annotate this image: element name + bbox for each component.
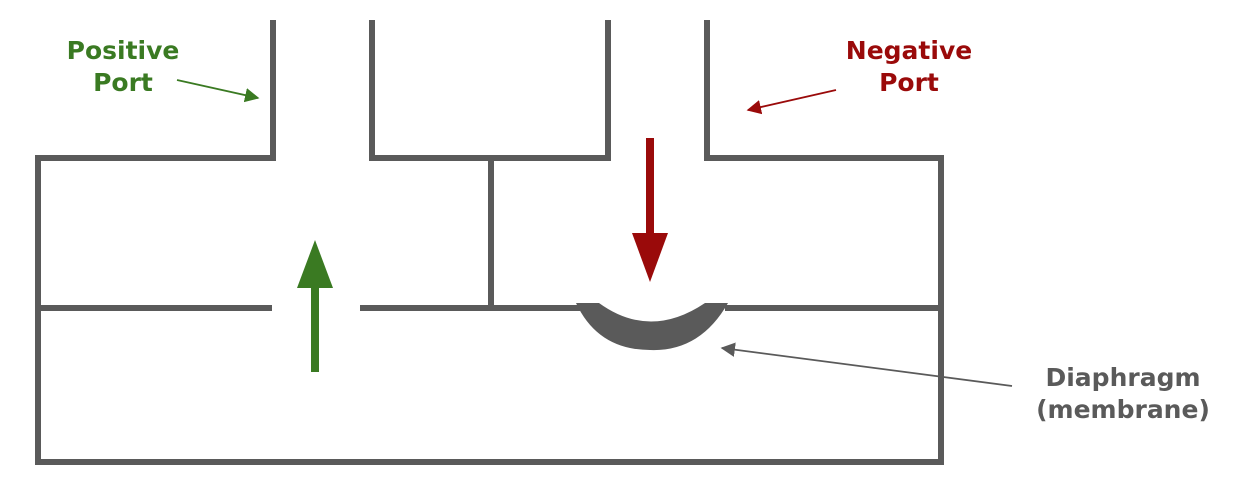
positive-port-left-wall	[35, 20, 944, 465]
negative-port-pointer	[746, 89, 837, 115]
negative-port-label-line1: Negative	[846, 36, 972, 65]
negative-port-label-line2: Port	[879, 68, 939, 97]
port-divider-wall	[369, 20, 611, 161]
positive-port-label-line1: Positive	[67, 36, 180, 65]
positive-port-label: Positive Port	[67, 36, 180, 97]
diaphragm-label-line2: (membrane)	[1036, 395, 1210, 424]
positive-port-label-line2: Port	[93, 68, 153, 97]
positive-flow-arrow	[297, 240, 333, 372]
diaphragm-label-line1: Diaphragm	[1045, 363, 1200, 392]
diaphragm-label: Diaphragm (membrane)	[1036, 363, 1210, 424]
diaphragm-membrane	[576, 303, 728, 351]
housing	[35, 20, 944, 465]
negative-port-label: Negative Port	[846, 36, 972, 97]
diaphragm-pointer	[720, 342, 1013, 387]
positive-port-pointer	[176, 79, 260, 103]
negative-flow-arrow	[632, 138, 668, 282]
